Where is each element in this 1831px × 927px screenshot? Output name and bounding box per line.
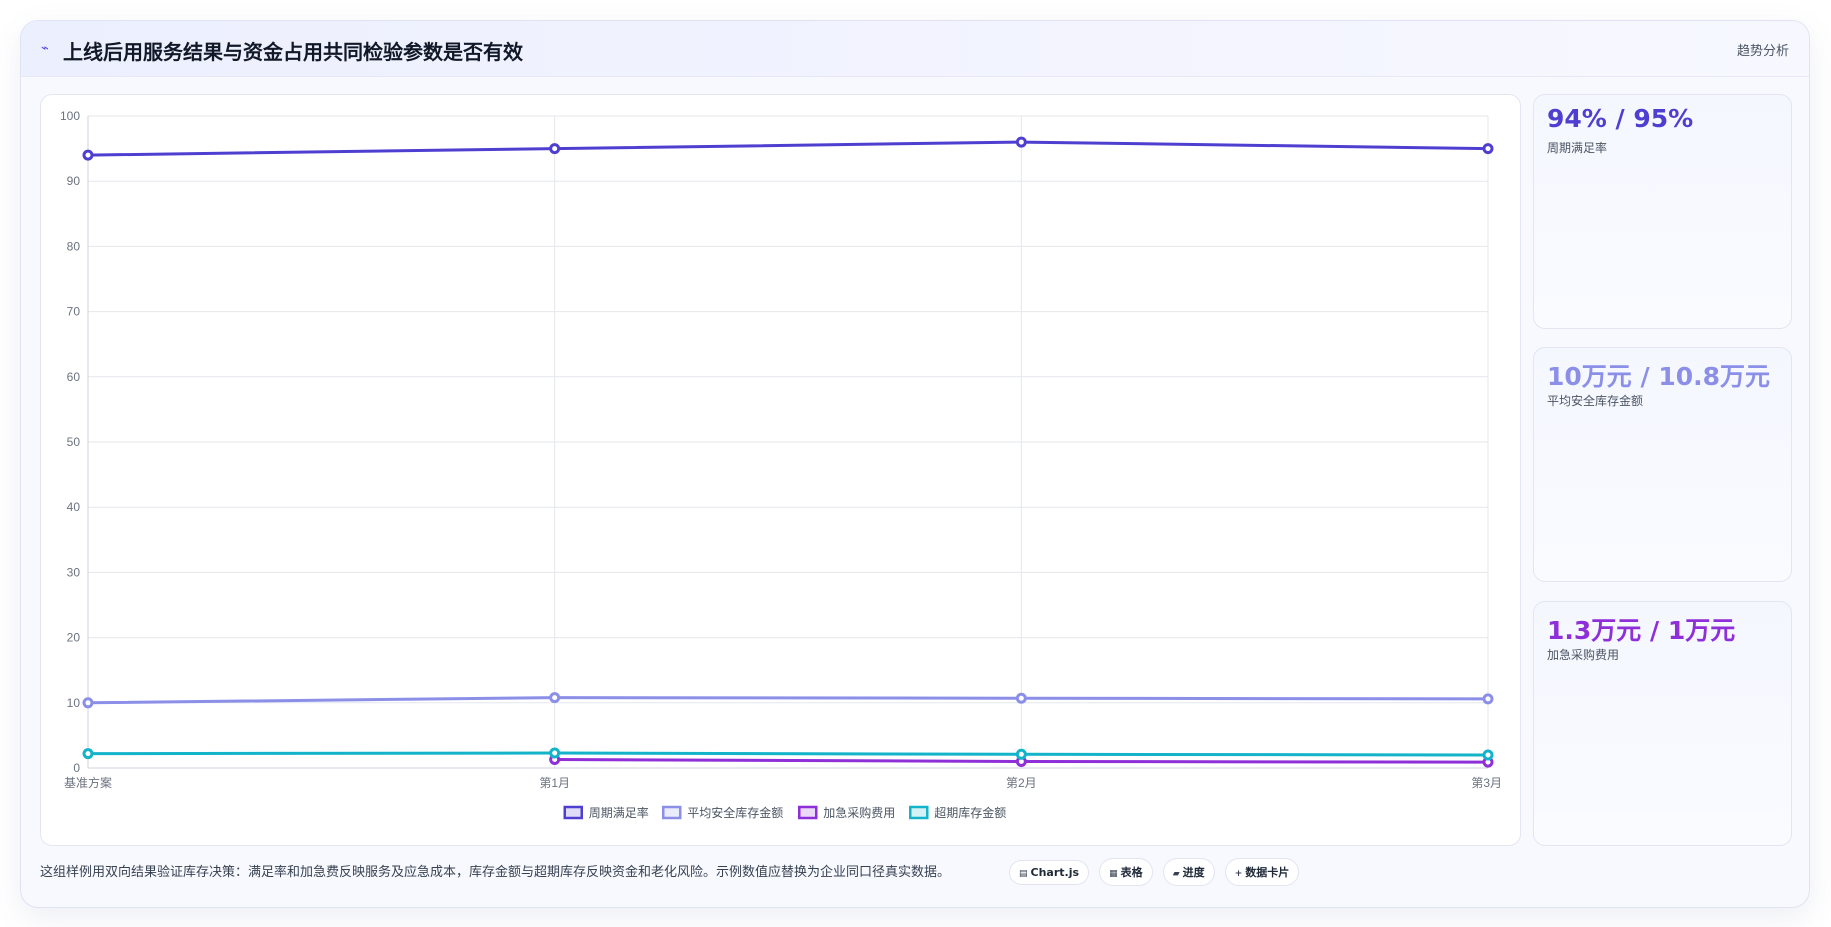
x-tick-label: 基准方案 <box>64 775 112 790</box>
data-point <box>82 748 94 760</box>
x-tick-label: 第3月 <box>1471 776 1502 790</box>
chart-panel: 0 10 20 30 40 50 60 70 80 90 100 基准方案 第1月 第2月 第3月周期满足率… <box>40 94 1521 846</box>
page-title: 上线后用服务结果与资金占用共同检验参数是否有效 <box>63 40 523 64</box>
y-tick-label: 70 <box>67 305 81 319</box>
stat-label: 周期满足率 <box>1547 141 1608 155</box>
y-tick-label: 50 <box>67 435 81 449</box>
dashboard-card: ⌁ 上线后用服务结果与资金占用共同检验参数是否有效 趋势分析 0 10 20 30 40… <box>20 20 1810 908</box>
legend-label: 超期库存金额 <box>934 805 1006 820</box>
y-tick-label: 80 <box>67 239 81 253</box>
tech-chips: ▤ Chart.js ▦ 表格 ▰ 进度 + 数据卡片 <box>1009 858 1304 886</box>
chip-label: 数据卡片 <box>1245 866 1290 879</box>
table-icon: ▦ <box>1109 869 1118 879</box>
chip-label: 进度 <box>1182 866 1205 879</box>
data-point <box>1015 136 1027 148</box>
chart-icon: ▤ <box>1019 869 1028 879</box>
data-point <box>1015 692 1027 704</box>
y-tick-label: 90 <box>67 174 81 188</box>
data-point <box>549 692 561 704</box>
trend-icon: ⌁ <box>41 41 49 56</box>
progress-icon: ▰ <box>1172 869 1180 879</box>
y-tick-label: 60 <box>67 370 81 384</box>
y-tick-label: 40 <box>67 500 81 514</box>
legend-label: 周期满足率 <box>589 805 649 820</box>
legend-label: 平均安全库存金额 <box>687 805 783 820</box>
data-point <box>82 149 94 161</box>
stat-card-fulfillment: 94% / 95% 周期满足率 <box>1533 94 1792 329</box>
chip-table[interactable]: ▦ 表格 <box>1099 858 1153 886</box>
data-point <box>1015 748 1027 760</box>
card-header: ⌁ 上线后用服务结果与资金占用共同检验参数是否有效 趋势分析 <box>21 21 1809 77</box>
data-point <box>1482 143 1494 155</box>
stat-value: 10万元 / 10.8万元 <box>1547 362 1771 391</box>
x-tick-label: 第2月 <box>1006 776 1037 790</box>
legend-swatch <box>662 805 682 820</box>
chip-chartjs[interactable]: ▤ Chart.js <box>1009 860 1090 885</box>
series-line <box>87 140 1489 157</box>
chip-label: Chart.js <box>1030 866 1080 879</box>
legend-swatch <box>563 805 583 820</box>
line-chart: 0 10 20 30 40 50 60 70 80 90 100 基准方案 第1月 第2月 第3月周期满足率… <box>60 109 1502 820</box>
data-point <box>549 143 561 155</box>
y-tick-label: 10 <box>67 696 81 710</box>
x-tick-label: 第1月 <box>539 776 570 790</box>
legend-swatch <box>909 805 929 820</box>
y-tick-label: 20 <box>67 631 81 645</box>
legend-label: 加急采购费用 <box>823 805 895 820</box>
chip-label: 表格 <box>1120 866 1143 879</box>
y-tick-label: 100 <box>60 109 80 123</box>
trend-analysis-tag: 趋势分析 <box>1736 44 1789 59</box>
chip-progress[interactable]: ▰ 进度 <box>1162 858 1215 886</box>
stat-label: 平均安全库存金额 <box>1547 394 1644 408</box>
stat-card-safety-stock: 10万元 / 10.8万元 平均安全库存金额 <box>1533 347 1792 582</box>
y-tick-label: 0 <box>73 761 80 775</box>
stat-value: 1.3万元 / 1万元 <box>1547 616 1736 645</box>
stat-label: 加急采购费用 <box>1547 648 1620 662</box>
y-tick-label: 30 <box>67 565 81 579</box>
chip-data-card[interactable]: + 数据卡片 <box>1224 858 1300 886</box>
data-point <box>1482 693 1494 705</box>
footer-note: 这组样例用双向结果验证库存决策：满足率和加急费反映服务及应急成本，库存金额与超期… <box>40 865 951 880</box>
card-icon: + <box>1234 869 1243 879</box>
stat-value: 94% / 95% <box>1547 104 1694 133</box>
data-point <box>549 747 561 759</box>
series-line <box>87 751 1489 757</box>
stat-card-expedite-cost: 1.3万元 / 1万元 加急采购费用 <box>1533 601 1792 846</box>
data-point <box>1482 749 1494 761</box>
legend-swatch <box>798 805 818 820</box>
data-point <box>82 697 94 709</box>
series-line <box>87 696 1489 705</box>
